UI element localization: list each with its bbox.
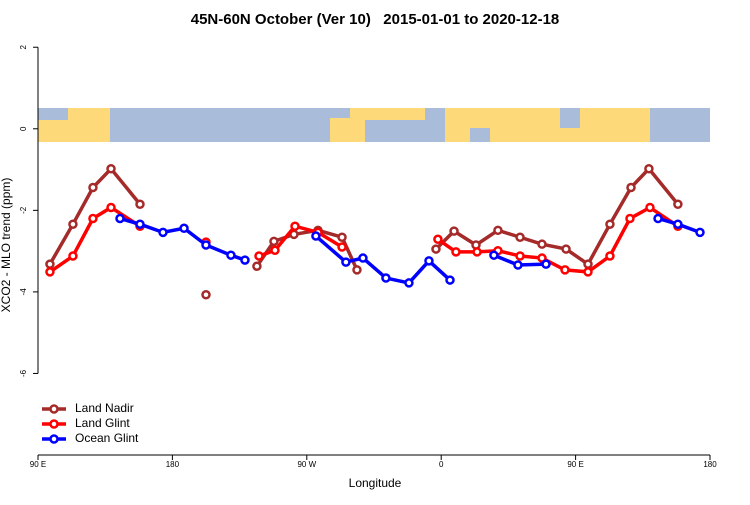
data-point — [605, 251, 615, 261]
y-tick-label: -2 — [19, 206, 28, 214]
data-point — [269, 236, 279, 247]
data-point — [201, 240, 211, 250]
data-point — [560, 265, 570, 275]
data-point — [445, 275, 455, 285]
data-point — [431, 244, 441, 254]
data-point — [337, 232, 347, 243]
data-point — [88, 213, 98, 224]
data-point — [515, 232, 525, 243]
x-axis-label: Longitude — [349, 476, 402, 490]
data-point — [515, 251, 525, 261]
data-point — [489, 250, 499, 260]
data-point — [270, 245, 280, 256]
x-tick-label: 90 E — [567, 460, 583, 469]
data-point — [226, 250, 236, 260]
data-point — [561, 244, 571, 254]
y-tick-label: 0 — [19, 126, 28, 131]
y-tick-label: 2 — [19, 44, 28, 49]
data-point — [605, 219, 615, 229]
data-point — [537, 239, 547, 249]
data-point — [88, 182, 98, 193]
data-point — [240, 255, 250, 265]
legend-marker — [49, 419, 59, 429]
y-tick-label: -4 — [19, 288, 28, 296]
data-point — [311, 231, 321, 241]
data-point — [45, 259, 55, 269]
data-point — [68, 251, 78, 261]
x-tick-label: 90 W — [297, 460, 316, 469]
data-point — [68, 219, 78, 229]
data-point — [358, 253, 368, 263]
y-tick-label: -6 — [19, 369, 28, 377]
data-point — [625, 213, 635, 224]
data-point — [541, 259, 551, 269]
data-point — [352, 265, 362, 275]
data-point — [337, 242, 347, 252]
data-point — [404, 278, 414, 288]
data-point — [645, 202, 655, 213]
data-point — [626, 182, 636, 193]
data-point — [424, 256, 434, 266]
x-tick-label: 180 — [166, 460, 180, 469]
data-point — [472, 247, 482, 257]
data-point — [451, 247, 461, 257]
legend-label: Ocean Glint — [75, 431, 139, 445]
data-point — [653, 213, 663, 224]
data-point — [106, 202, 116, 213]
map-band — [38, 108, 710, 142]
data-point — [381, 273, 391, 283]
data-point — [252, 261, 262, 271]
data-point — [115, 213, 125, 224]
legend-label: Land Nadir — [75, 401, 134, 415]
data-point — [135, 219, 145, 229]
data-point — [45, 267, 55, 277]
data-point — [537, 253, 547, 263]
data-point — [673, 219, 683, 229]
data-point — [106, 163, 116, 174]
data-point — [290, 221, 300, 231]
data-point — [644, 163, 654, 174]
legend-marker — [49, 404, 59, 414]
legend-label: Land Glint — [75, 416, 130, 430]
data-point — [341, 257, 351, 267]
x-tick-label: 180 — [703, 460, 717, 469]
data-point — [583, 267, 593, 277]
x-tick-label: 0 — [439, 460, 444, 469]
data-point — [179, 223, 189, 234]
data-point — [673, 199, 683, 209]
y-axis-label: XCO2 - MLO trend (ppm) — [0, 178, 13, 313]
data-point — [583, 259, 593, 269]
data-point — [493, 225, 503, 236]
data-point — [201, 289, 211, 300]
data-point — [695, 227, 705, 238]
data-point — [513, 260, 523, 270]
legend-marker — [49, 434, 59, 444]
x-tick-label: 90 E — [30, 460, 46, 469]
data-point — [433, 234, 443, 245]
chart-title: 45N-60N October (Ver 10) 2015-01-01 to 2… — [191, 11, 560, 28]
data-point — [254, 251, 264, 261]
data-point — [158, 227, 168, 238]
data-point — [135, 199, 145, 209]
data-point — [449, 226, 459, 236]
